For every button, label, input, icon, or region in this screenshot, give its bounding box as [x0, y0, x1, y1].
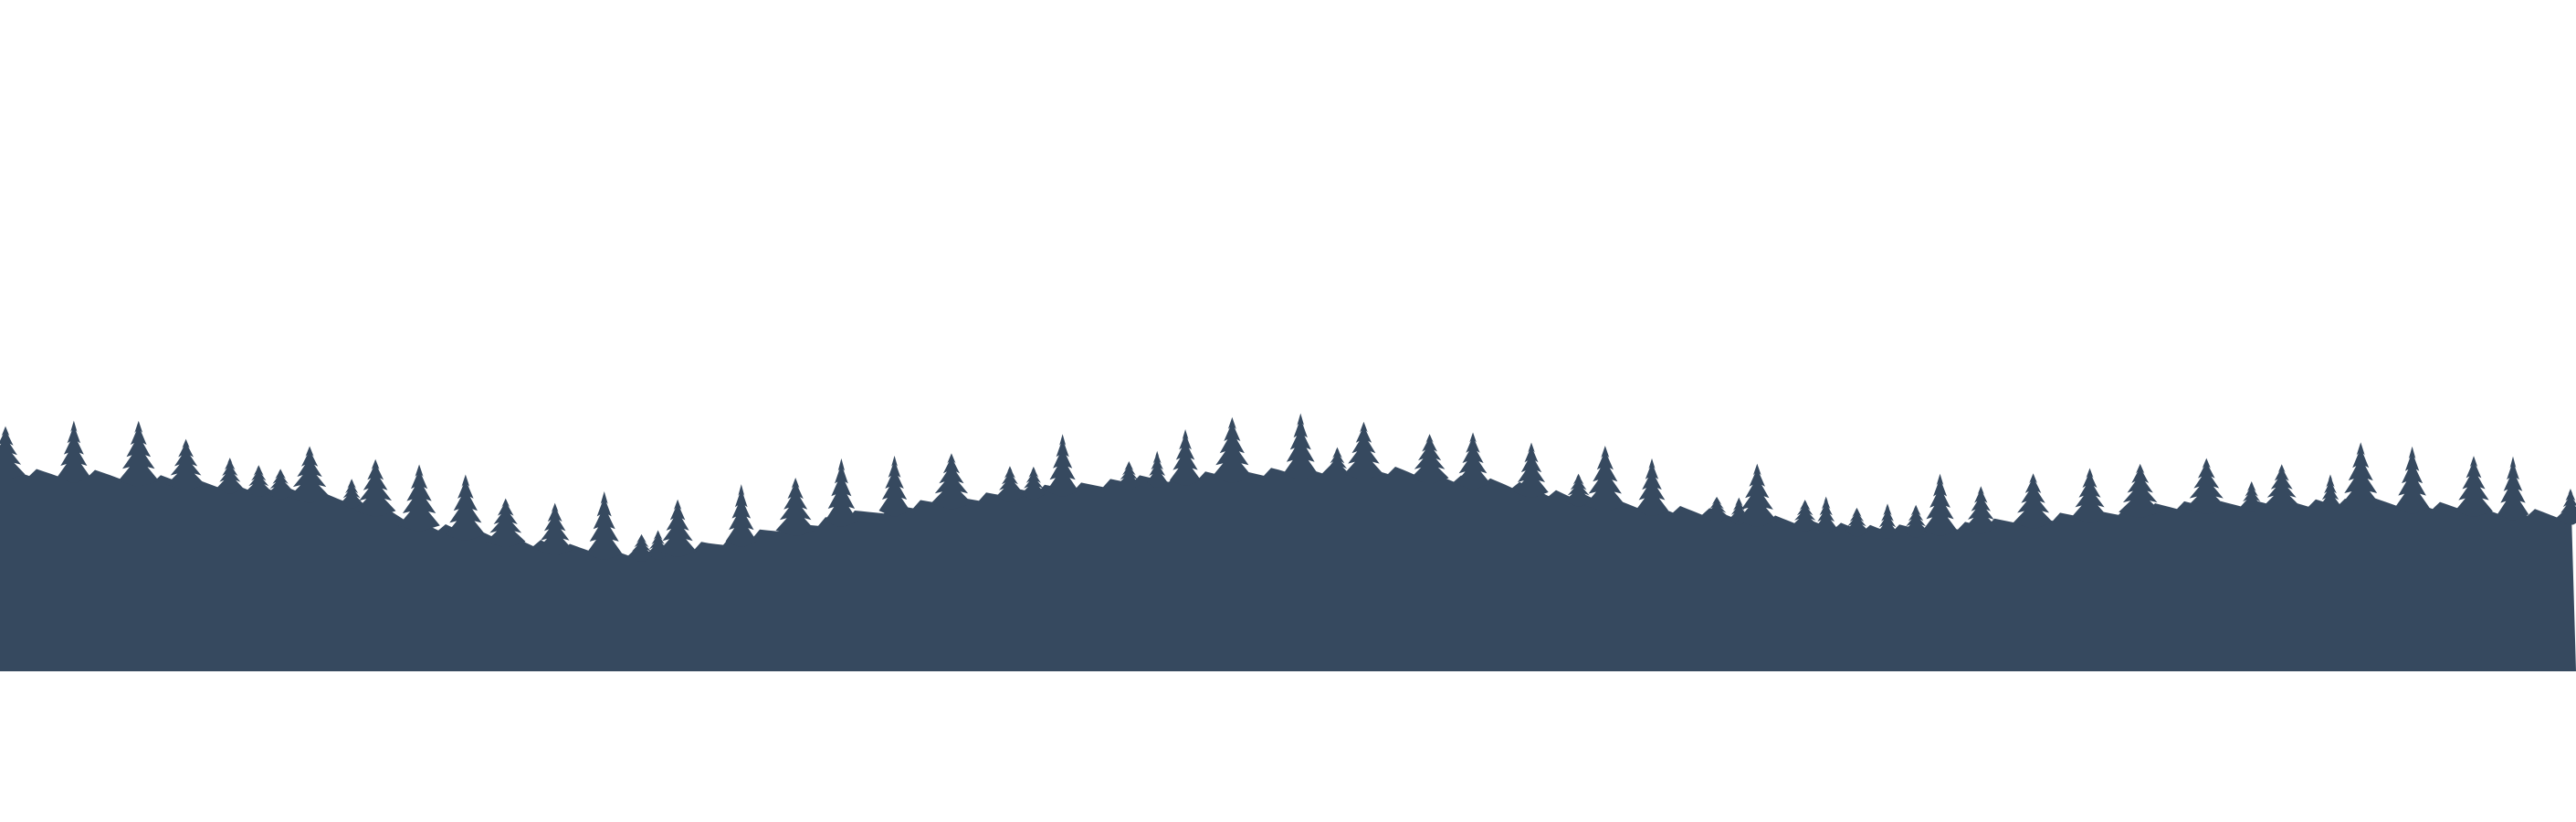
pine-tree [1118, 460, 1141, 490]
pine-tree [2394, 446, 2430, 514]
pine-tree [1211, 416, 1253, 483]
pine-tree [1922, 473, 1958, 536]
pine-tree [1705, 496, 1730, 523]
pine-tree [2263, 464, 2300, 511]
pine-tree [118, 420, 159, 487]
pine-tree [246, 465, 271, 497]
pine-tree [2497, 456, 2529, 521]
pine-tree [1455, 432, 1491, 490]
pine-tree [2071, 468, 2108, 523]
pine-tree [1903, 504, 1929, 538]
pine-tree [267, 469, 294, 500]
pine-tree [1325, 447, 1350, 480]
pine-tree [1792, 500, 1819, 532]
pine-tree [1564, 473, 1593, 507]
pine-tree [354, 458, 396, 517]
pine-tree [1737, 463, 1778, 527]
pine-tree [1814, 496, 1837, 533]
pine-tree [1410, 434, 1449, 484]
pine-tree [1877, 503, 1898, 539]
pine-tree [341, 479, 363, 509]
pine-tree [725, 484, 757, 547]
pine-tree [1021, 466, 1046, 500]
pine-tree [629, 533, 654, 562]
pine-tree [825, 458, 858, 527]
pine-tree [216, 458, 244, 494]
pine-tree [1584, 445, 1626, 511]
pine-tree [2185, 458, 2228, 514]
pine-tree [1170, 429, 1202, 486]
pine-tree [2240, 480, 2263, 512]
pine-tree [996, 466, 1024, 502]
pine-tree [445, 474, 486, 541]
pine-tree [1514, 442, 1549, 498]
pine-tree [2455, 456, 2493, 517]
forest-ground [0, 466, 2576, 671]
pine-tree [658, 499, 697, 557]
pine-tree [537, 502, 573, 555]
pine-tree [0, 426, 26, 480]
pine-tree [166, 438, 205, 490]
pine-tree [2319, 474, 2341, 511]
pine-tree [1635, 458, 1668, 516]
pine-tree [1845, 507, 1869, 537]
pine-tree [2013, 473, 2054, 529]
pine-tree [775, 477, 815, 536]
pine-tree [1046, 434, 1079, 497]
pine-tree [931, 453, 973, 510]
pine-tree [2339, 442, 2381, 511]
pine-tree [878, 455, 910, 517]
tree-group [0, 413, 2576, 562]
pine-tree [398, 464, 440, 532]
pine-tree [1147, 450, 1168, 488]
pine-tree [485, 498, 526, 547]
pine-tree [289, 446, 331, 503]
pine-tree [1964, 486, 1998, 534]
pine-tree [2119, 463, 2162, 518]
pine-tree [1343, 421, 1383, 480]
pine-tree [585, 491, 623, 560]
pine-tree [57, 420, 91, 483]
pine-tree [1283, 413, 1319, 480]
pine-tree [2558, 488, 2576, 525]
